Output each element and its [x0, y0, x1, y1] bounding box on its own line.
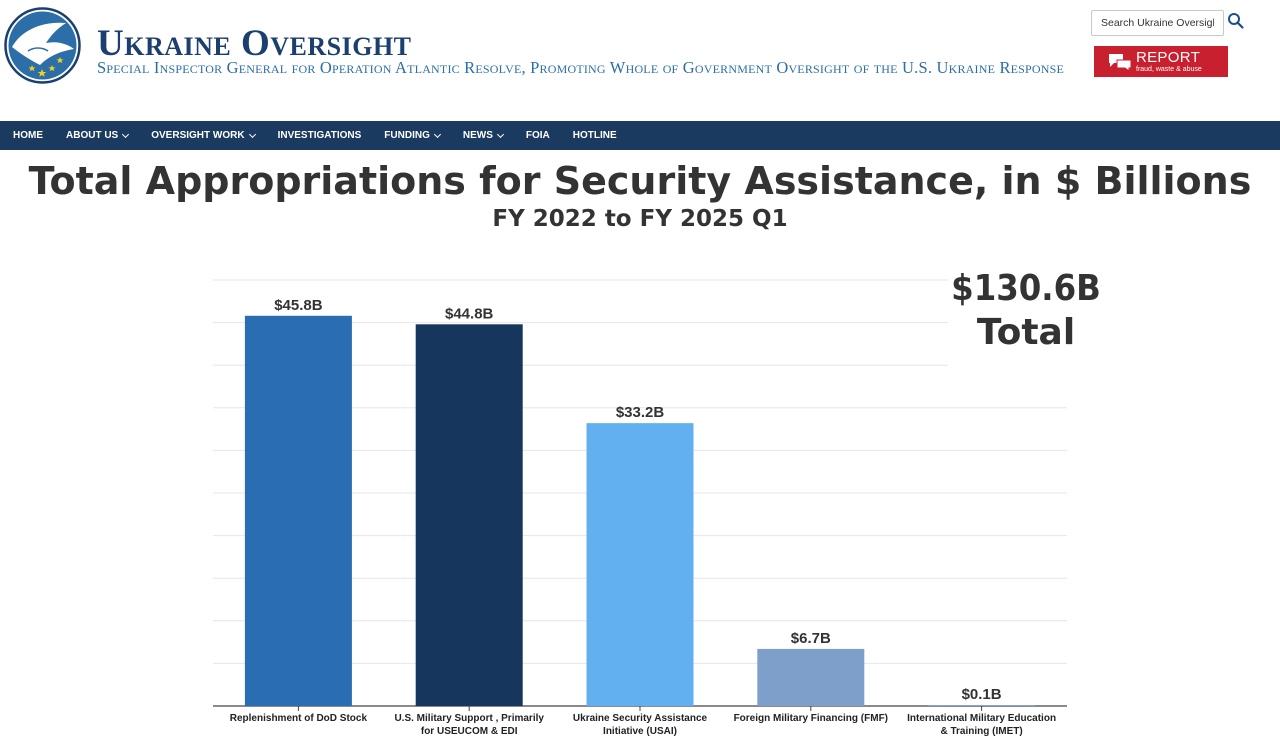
data-label: $6.7B	[791, 630, 831, 647]
x-tick-label: for USEUCOM & EDI	[421, 726, 518, 737]
nav-hotline[interactable]: HOTLINE	[573, 130, 617, 141]
nav-oversight-work[interactable]: OVERSIGHT WORK	[151, 130, 256, 141]
nav-home[interactable]: HOME	[13, 130, 43, 141]
report-sublabel: fraud, waste & abuse	[1136, 66, 1202, 73]
report-text: REPORT fraud, waste & abuse	[1136, 50, 1202, 73]
ukraine-oversight-logo[interactable]	[4, 7, 81, 84]
bar	[586, 423, 694, 706]
nav-about-us-label: ABOUT US	[66, 130, 119, 141]
site-title[interactable]: Ukraine Oversight	[97, 23, 412, 64]
nav-oversight-work-label: OVERSIGHT WORK	[151, 130, 245, 141]
nav-investigations[interactable]: INVESTIGATIONS	[278, 130, 362, 141]
x-tick-label: Replenishment of DoD Stock	[230, 713, 368, 724]
x-tick-label: U.S. Military Support , Primarily	[394, 713, 544, 724]
report-label: REPORT	[1136, 49, 1201, 66]
data-label: $33.2B	[616, 404, 665, 421]
data-label: $45.8B	[274, 297, 323, 314]
x-tick-label: & Training (IMET)	[940, 726, 1022, 737]
nav-foia[interactable]: FOIA	[526, 130, 550, 141]
chart-title: Total Appropriations for Security Assist…	[28, 159, 1252, 203]
report-button[interactable]: REPORT fraud, waste & abuse	[1094, 46, 1228, 77]
x-tick-label: Initiative (USAI)	[603, 726, 677, 737]
nav-hotline-label: HOTLINE	[572, 130, 617, 141]
bar	[415, 324, 523, 706]
main-nav: HOME ABOUT US OVERSIGHT WORK INVESTIGATI…	[0, 121, 1280, 150]
nav-news[interactable]: NEWS	[462, 130, 504, 141]
site-header: Ukraine Oversight Special Inspector Gene…	[0, 0, 1280, 121]
nav-about-us[interactable]: ABOUT US	[66, 130, 130, 141]
x-tick-label: Ukraine Security Assistance	[573, 713, 708, 724]
nav-home-label: HOME	[13, 130, 43, 141]
nav-funding-label: FUNDING	[384, 130, 430, 141]
speech-bubbles-icon	[1109, 53, 1132, 72]
total-value: $130.6B	[951, 268, 1101, 309]
nav-foia-label: FOIA	[525, 130, 550, 141]
site-subtitle: Special Inspector General for Operation …	[97, 58, 1065, 77]
data-label: $0.1B	[962, 686, 1002, 703]
nav-investigations-label: INVESTIGATIONS	[277, 130, 362, 141]
search-button[interactable]	[1226, 12, 1246, 32]
total-label: Total	[976, 312, 1076, 353]
x-tick-label: Foreign Military Financing (FMF)	[734, 713, 888, 724]
nav-funding[interactable]: FUNDING	[384, 130, 441, 141]
search-input[interactable]	[1091, 10, 1224, 36]
nav-news-label: NEWS	[462, 130, 493, 141]
search-icon	[1228, 13, 1244, 29]
data-label: $44.8B	[445, 305, 494, 322]
bar	[928, 705, 1036, 706]
bar	[757, 648, 865, 706]
bar	[244, 315, 352, 706]
x-tick-label: International Military Education	[907, 713, 1056, 724]
chart-subtitle: FY 2022 to FY 2025 Q1	[492, 206, 788, 232]
